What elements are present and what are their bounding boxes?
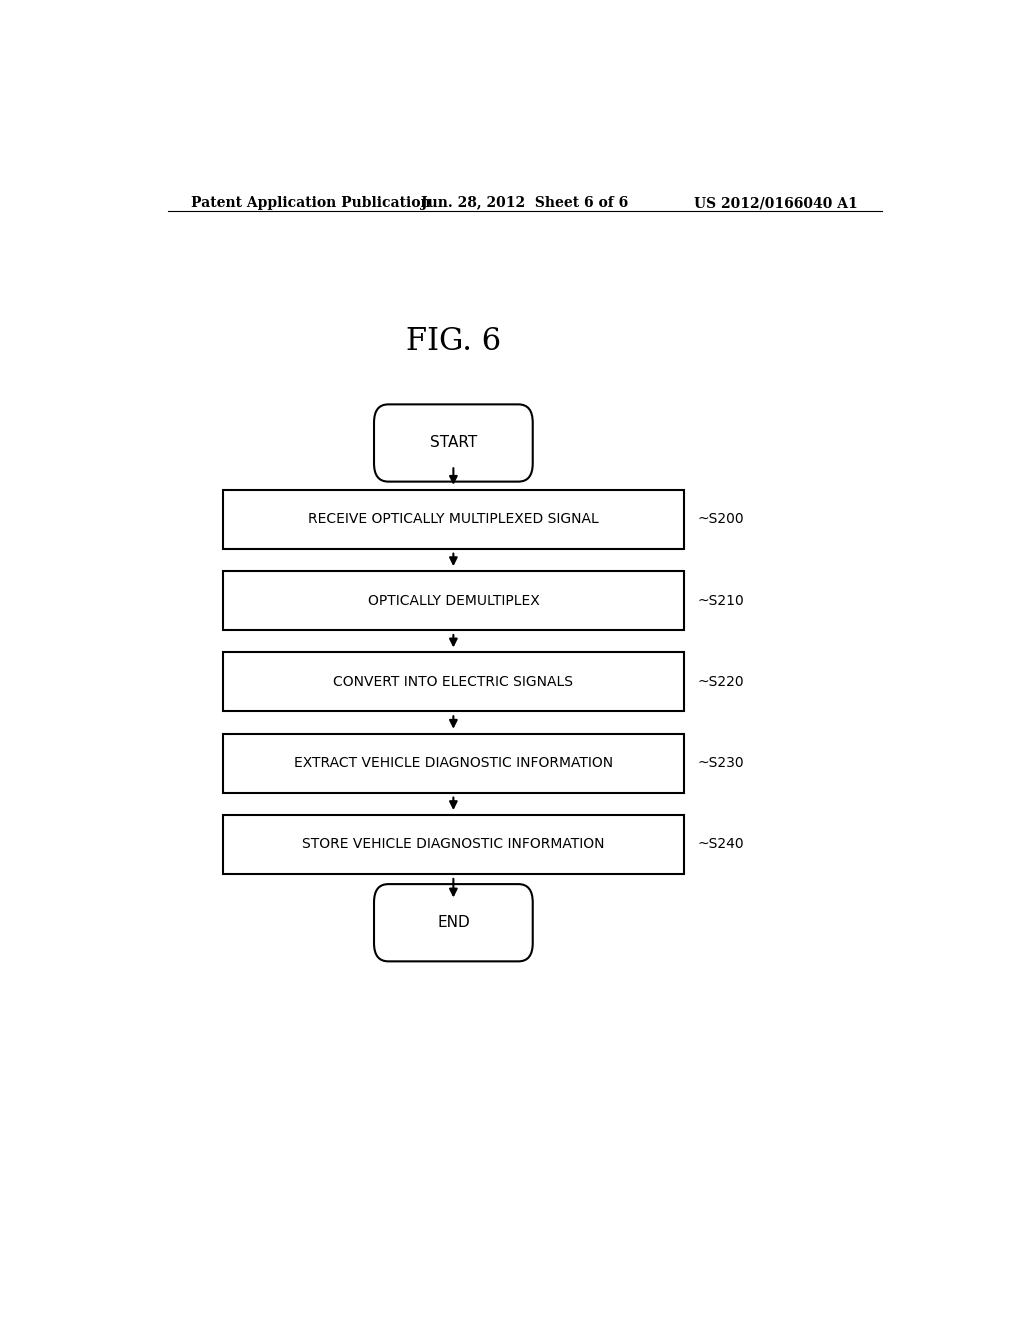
FancyBboxPatch shape: [374, 884, 532, 961]
Bar: [223, 490, 684, 549]
Text: ~S210: ~S210: [697, 594, 744, 607]
Bar: [223, 652, 684, 711]
Text: ~S230: ~S230: [697, 756, 744, 770]
Text: Patent Application Publication: Patent Application Publication: [191, 195, 431, 210]
Text: Jun. 28, 2012  Sheet 6 of 6: Jun. 28, 2012 Sheet 6 of 6: [421, 195, 629, 210]
FancyBboxPatch shape: [374, 404, 532, 482]
Text: CONVERT INTO ELECTRIC SIGNALS: CONVERT INTO ELECTRIC SIGNALS: [334, 675, 573, 689]
Text: RECEIVE OPTICALLY MULTIPLEXED SIGNAL: RECEIVE OPTICALLY MULTIPLEXED SIGNAL: [308, 512, 599, 527]
Text: ~S200: ~S200: [697, 512, 744, 527]
Text: STORE VEHICLE DIAGNOSTIC INFORMATION: STORE VEHICLE DIAGNOSTIC INFORMATION: [302, 837, 604, 851]
Text: US 2012/0166040 A1: US 2012/0166040 A1: [694, 195, 858, 210]
Bar: [223, 572, 684, 630]
Text: OPTICALLY DEMULTIPLEX: OPTICALLY DEMULTIPLEX: [368, 594, 540, 607]
Text: ~S240: ~S240: [697, 837, 744, 851]
Bar: [223, 814, 684, 874]
Text: END: END: [437, 915, 470, 931]
Text: START: START: [430, 436, 477, 450]
Text: FIG. 6: FIG. 6: [406, 326, 501, 356]
Bar: [223, 734, 684, 792]
Text: ~S220: ~S220: [697, 675, 744, 689]
Text: EXTRACT VEHICLE DIAGNOSTIC INFORMATION: EXTRACT VEHICLE DIAGNOSTIC INFORMATION: [294, 756, 613, 770]
